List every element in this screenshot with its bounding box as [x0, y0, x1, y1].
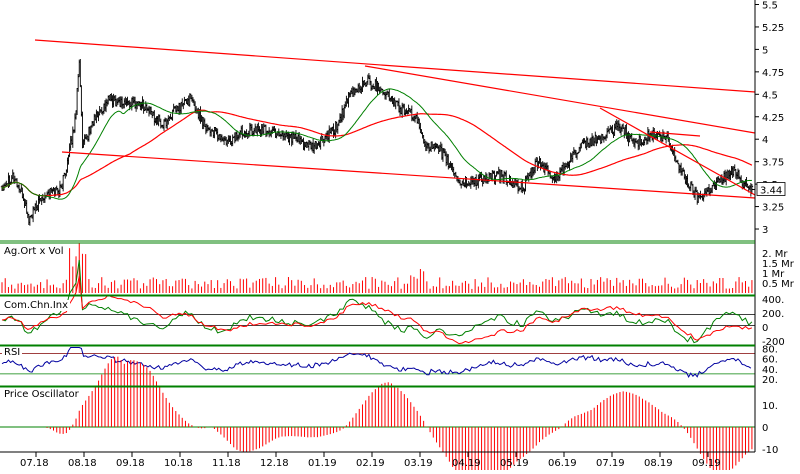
cci-line: [1, 259, 753, 344]
x-axis-label: 07.19: [596, 458, 625, 469]
cci-axis-label: -200: [762, 337, 785, 348]
volume-panel-title: Ag.Ort x Vol: [2, 246, 66, 257]
price-axis-label: 4.5: [762, 90, 778, 101]
x-axis-label: 09.18: [116, 458, 145, 469]
price-axis-label: 4.25: [762, 113, 784, 124]
volume-axis-label: 0.5 Mr: [762, 279, 795, 290]
price-bar: [61, 174, 65, 192]
x-axis-label: 08.19: [644, 458, 673, 469]
oscillator-axis-label: 10.: [762, 401, 778, 412]
trend-line: [649, 131, 701, 137]
price-axis-label: 3.25: [762, 203, 784, 214]
x-axis-label: 07.18: [20, 458, 49, 469]
volume-axis-label: 1 Mr: [762, 269, 785, 280]
rsi-axis-label: 80.: [762, 345, 778, 356]
price-axis-label: 5: [762, 45, 768, 56]
price-axis-label: 3: [762, 225, 768, 236]
x-axis-label: 03.19: [404, 458, 433, 469]
price-axis-label: 3.75: [762, 158, 784, 169]
long-moving-average-line: [1, 109, 753, 197]
price-bar: [75, 87, 79, 116]
x-axis-label: 08.18: [68, 458, 97, 469]
price-oscillator-panel-title: Price Oscillator: [2, 389, 81, 400]
price-axis-label: 4: [762, 135, 768, 146]
volume-axis-label: 1.5 Mr: [762, 259, 795, 270]
oscillator-axis-label: 0: [762, 423, 768, 434]
price-axis-label: 4.75: [762, 68, 784, 79]
rsi-line: [1, 347, 752, 378]
trend-line: [364, 65, 756, 134]
short-moving-average-line: [1, 88, 753, 200]
x-axis-label: 06.19: [548, 458, 577, 469]
cci-axis-label: 400.: [762, 295, 784, 306]
x-axis-label: 09.19: [692, 458, 721, 469]
price-bars: [0, 59, 754, 226]
volume-axis-label: 2. Mr: [762, 249, 788, 260]
oscillator-axis-label: -10: [762, 445, 778, 456]
last-price-label: 3.44: [760, 186, 782, 197]
x-axis-label: 01.19: [308, 458, 337, 469]
rsi-axis-label: 20.: [762, 375, 778, 386]
x-axis-label: 04.19: [452, 458, 481, 469]
cci-signal-line: [1, 276, 753, 345]
cci-axis-label: 200.: [762, 309, 784, 320]
last-price-box: [756, 182, 786, 196]
rsi-axis-label: 40.: [762, 365, 778, 376]
trend-line: [61, 151, 756, 199]
price-axis-label: 5.5: [762, 0, 778, 11]
trend-line: [34, 39, 756, 93]
rsi-panel-title: RSI: [2, 347, 23, 358]
trend-line: [599, 107, 756, 196]
x-axis-label: 10.18: [164, 458, 193, 469]
rsi-axis-label: 60.: [762, 355, 778, 366]
x-axis-label: 11.18: [212, 458, 241, 469]
cci-axis-label: 0: [762, 323, 768, 334]
cci-panel-title: Com.Chn.Inx: [2, 300, 71, 311]
x-axis-label: 12.18: [260, 458, 289, 469]
price-bar: [153, 110, 156, 126]
volume-bars: [1, 243, 753, 293]
x-axis-label: 05.19: [500, 458, 529, 469]
oscillator-bars: [46, 356, 753, 474]
x-axis-label: 02.19: [356, 458, 385, 469]
price-axis-label: 5.25: [762, 23, 784, 34]
